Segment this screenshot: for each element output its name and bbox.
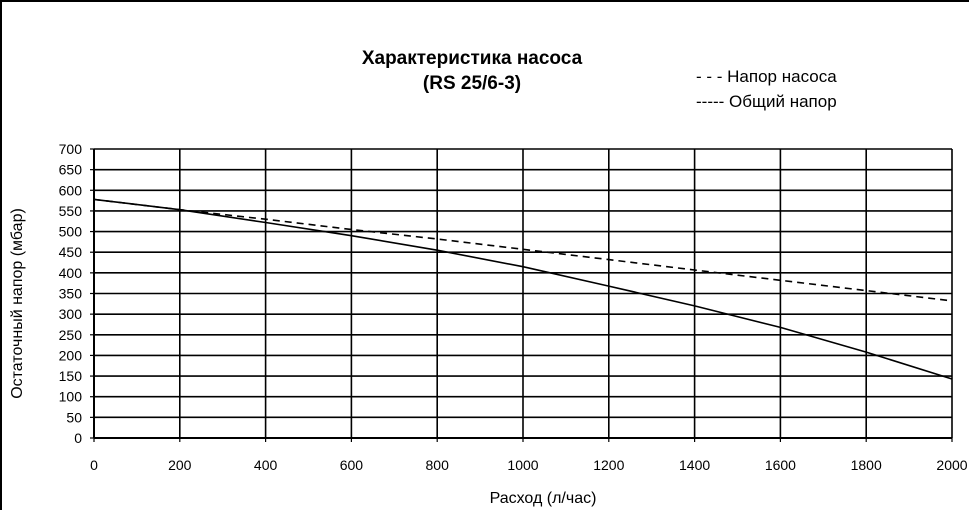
legend-entry-pump-head: - - - Напор насоса (696, 67, 837, 86)
x-tick-label-1800: 1800 (851, 457, 882, 473)
y-tick-label-550: 550 (59, 203, 83, 219)
x-tick-label-600: 600 (340, 457, 364, 473)
x-tick-label-1200: 1200 (593, 457, 624, 473)
y-tick-label-50: 50 (66, 409, 82, 425)
legend: - - - Напор насоса ----- Общий напор (696, 64, 837, 114)
y-tick-label-0: 0 (74, 430, 82, 446)
grid (93, 148, 953, 439)
x-tick-label-1400: 1400 (679, 457, 710, 473)
y-tick-label-650: 650 (59, 162, 83, 178)
x-axis-label: Расход (л/час) (490, 490, 597, 507)
x-tick-label-1600: 1600 (765, 457, 796, 473)
x-tick-label-200: 200 (168, 457, 192, 473)
x-tick-label-0: 0 (90, 457, 98, 473)
y-tick-label-300: 300 (59, 306, 83, 322)
y-tick-label-350: 350 (59, 286, 83, 302)
axes (90, 148, 953, 442)
chart-subtitle: (RS 25/6-3) (422, 73, 522, 94)
y-tick-labels: 0 50 100 150 200 250 300 350 400 450 500 550 600 650 7… (59, 141, 83, 446)
y-tick-label-400: 400 (59, 265, 83, 281)
y-axis-label: Остаточный напор (мбар) (9, 208, 26, 399)
y-tick-label-600: 600 (59, 182, 83, 198)
x-tick-label-400: 400 (254, 457, 278, 473)
y-tick-label-150: 150 (59, 368, 83, 384)
y-tick-label-250: 250 (59, 327, 83, 343)
series-line-total-head (93, 198, 953, 380)
y-tick-label-700: 700 (59, 141, 83, 157)
y-tick-label-500: 500 (59, 224, 83, 240)
series-lines (93, 198, 953, 380)
chart-title-block: Характеристика насоса (RS 25/6-3) (282, 46, 662, 96)
y-tick-label-450: 450 (59, 244, 83, 260)
y-tick-label-100: 100 (59, 389, 83, 405)
x-tick-label-2000: 2000 (936, 457, 967, 473)
legend-entry-total-head: ----- Общий напор (696, 92, 837, 111)
x-tick-label-800: 800 (426, 457, 450, 473)
x-tick-labels: 0 200 400 600 800 1000 1200 1400 1600 1800 2000 (90, 457, 968, 473)
y-tick-label-200: 200 (59, 347, 83, 363)
x-tick-label-1000: 1000 (507, 457, 538, 473)
chart-title: Характеристика насоса (361, 48, 583, 69)
